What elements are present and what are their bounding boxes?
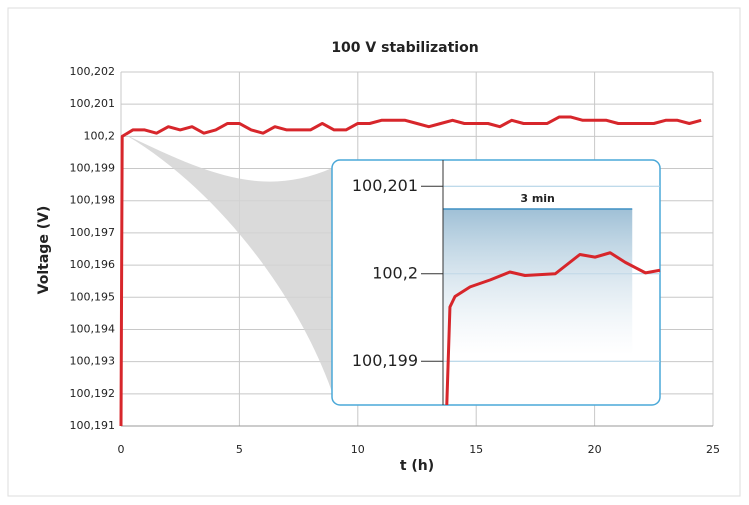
y-tick-label: 100,191 bbox=[70, 419, 116, 432]
y-tick-label: 100,202 bbox=[70, 65, 116, 78]
y-tick-label: 100,201 bbox=[352, 176, 418, 195]
y-tick-label: 100,196 bbox=[70, 258, 116, 271]
inset-plot: 100,199 100,2 100,201 3 min bbox=[352, 160, 661, 406]
chart-title: 100 V stabilization bbox=[331, 40, 478, 56]
zoom-funnel bbox=[124, 134, 332, 392]
x-tick-label: 0 bbox=[118, 443, 125, 456]
y-tick-label: 100,195 bbox=[70, 290, 116, 303]
x-tick-label: 15 bbox=[469, 443, 483, 456]
frame bbox=[7, 7, 741, 497]
x-tick-label: 10 bbox=[351, 443, 365, 456]
x-tick-label: 5 bbox=[236, 443, 243, 456]
y-axis-label: Voltage (V) bbox=[36, 206, 52, 295]
annotation: 3 min bbox=[520, 192, 555, 205]
y-tick-label: 100,198 bbox=[70, 194, 116, 207]
annotation-span bbox=[443, 209, 633, 355]
data-line bbox=[445, 251, 661, 406]
y-tick-label: 100,193 bbox=[70, 355, 116, 368]
y-tick-label: 100,2 bbox=[372, 263, 418, 282]
y-tick-label: 100,2 bbox=[84, 129, 116, 142]
y-tick-label: 100,197 bbox=[70, 226, 116, 239]
y-tick-label: 100,199 bbox=[352, 351, 418, 370]
data-line bbox=[119, 115, 702, 427]
x-axis-label: t (h) bbox=[400, 458, 434, 474]
x-tick-label: 20 bbox=[588, 443, 602, 456]
main-plot: 100,191 100,192 100,193 100,194 100,195 100,1… bbox=[70, 65, 721, 456]
y-tick-label: 100,194 bbox=[70, 322, 116, 335]
x-tick-label: 25 bbox=[706, 443, 720, 456]
y-tick-label: 100,199 bbox=[70, 162, 116, 175]
y-tick-label: 100,192 bbox=[70, 387, 116, 400]
y-tick-label: 100,201 bbox=[70, 97, 116, 110]
